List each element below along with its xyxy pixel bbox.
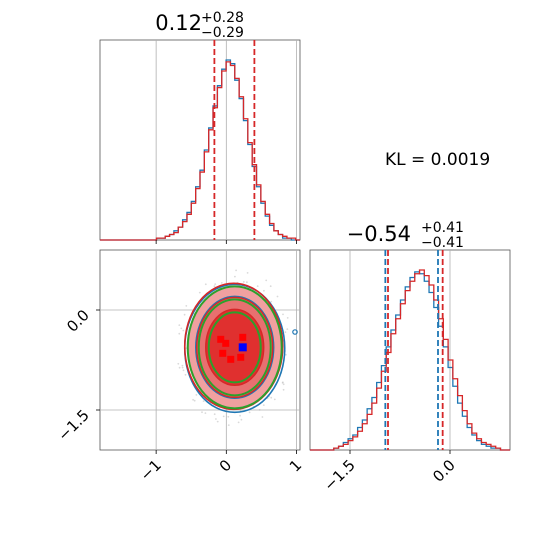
x-tick-param1: 0: [216, 456, 235, 475]
joint-scatter-point: [282, 313, 284, 316]
joint-scatter-point: [246, 272, 249, 274]
joint-scatter-point: [216, 420, 219, 423]
hist2-series-red: [310, 269, 510, 451]
joint-scatter-point: [213, 285, 216, 288]
joint-scatter-point: [239, 414, 242, 417]
joint-core-square: [239, 333, 247, 341]
joint-core-square: [222, 339, 230, 347]
joint-scatter-point: [178, 332, 181, 335]
hist1-title-minus: −0.29: [201, 25, 244, 41]
joint-core-square: [219, 349, 227, 357]
joint-scatter-point: [282, 388, 285, 391]
hist2-title-plus: +0.41: [421, 220, 464, 236]
joint-scatter-point: [240, 418, 243, 421]
joint-scatter-point: [182, 369, 185, 372]
joint-scatter-point: [227, 424, 230, 426]
joint-scatter-point: [195, 394, 198, 396]
joint-contour-red-outer: [183, 282, 284, 411]
joint-scatter-point: [198, 291, 201, 294]
joint-contour-red-mid: [196, 296, 274, 399]
joint-contour-green-mid: [197, 298, 272, 397]
joint-scatter-point: [234, 275, 236, 278]
joint-scatter-point: [270, 300, 273, 303]
joint-scatter-point: [180, 327, 183, 330]
joint-scatter-point: [265, 279, 268, 282]
hist1-title-plus: +0.28: [201, 10, 244, 26]
joint-fill-inner: [205, 309, 264, 386]
joint-scatter-point: [261, 416, 264, 418]
joint-scatter-point: [227, 415, 230, 418]
joint-scatter-point: [242, 281, 245, 283]
y-tick-param2: 0.0: [63, 306, 93, 336]
joint-scatter-point: [269, 285, 272, 288]
x-tick-param2: 0.0: [429, 456, 459, 486]
joint-contour-blue-mid: [195, 295, 275, 400]
joint-scatter-point: [185, 347, 188, 350]
joint-scatter-point: [276, 295, 279, 298]
joint-scatter-point: [178, 366, 181, 369]
joint-scatter-point: [282, 383, 285, 386]
joint-scatter-point: [273, 398, 276, 401]
joint-scatter-point: [181, 366, 184, 369]
joint-contours: [183, 282, 298, 414]
joint-scatter-point: [263, 289, 265, 292]
hist1-grid: [155, 40, 297, 240]
joint-scatter-point: [215, 418, 217, 420]
joint-scatter-point: [222, 415, 225, 418]
joint-scatter-point: [182, 329, 185, 332]
joint-scatter-point: [177, 362, 180, 365]
hist1-quantile-lines: [213, 40, 256, 240]
hist2-title: −0.54: [347, 222, 411, 246]
joint-scatter-point: [248, 411, 251, 414]
joint-scatter-point: [178, 324, 181, 326]
joint-outlier-point: [292, 329, 298, 335]
hist2-quantile-lines: [384, 250, 444, 450]
joint-core-square: [217, 335, 225, 343]
joint-contour-green-inner: [207, 311, 262, 384]
joint-scatter-point: [286, 317, 289, 319]
joint-scatter-point: [262, 404, 265, 406]
hist-panel-param2: −0.54 +0.41 −0.41: [309, 220, 511, 451]
x-tick-param1: 1: [286, 456, 305, 475]
joint-scatter-point: [185, 305, 188, 307]
kl-label: KL = 0.0019: [385, 150, 490, 170]
hist2-series-blue: [310, 271, 510, 451]
joint-contour-red-inner: [205, 308, 265, 387]
joint-scatter-point: [235, 269, 238, 272]
joint-core-square: [237, 353, 245, 361]
joint-scatter-point: [204, 283, 207, 286]
joint-panel: [99, 249, 301, 451]
y-tick-param2: −1.5: [54, 406, 92, 444]
joint-scatter-point: [237, 421, 240, 424]
joint-scatter-point: [256, 285, 259, 287]
joint-contour-green-outer: [186, 285, 283, 410]
hist2-title-minus: −0.41: [421, 235, 464, 251]
joint-scatter-point: [282, 381, 284, 384]
joint-scatter-point: [184, 373, 187, 376]
x-tick-param2: −1.5: [320, 456, 358, 494]
joint-scatter-point: [270, 396, 273, 399]
hist-panel-param1: 0.12 +0.28 −0.29: [99, 10, 301, 241]
joint-scatter-point: [204, 412, 207, 414]
joint-scatter-point: [183, 313, 186, 316]
joint-scatter-point: [202, 400, 205, 402]
joint-scatter-point: [220, 282, 223, 284]
joint-core-square: [227, 355, 235, 363]
joint-median-marker: [238, 343, 247, 352]
joint-scatter-point: [192, 398, 195, 401]
joint-scatter-point: [286, 328, 289, 330]
joint-scatter-point: [193, 399, 196, 402]
joint-scatter-point: [201, 411, 203, 414]
joint-scatter-point: [213, 413, 216, 416]
joint-scatter-point: [284, 331, 287, 334]
joint-scatter-point: [285, 353, 287, 356]
joint-scatter-point: [246, 281, 248, 284]
hist1-frame: [99, 39, 301, 241]
joint-scatter-point: [214, 283, 217, 285]
hist2-grid: [349, 250, 451, 450]
joint-scatter-point: [181, 364, 184, 367]
hist1-title: 0.12: [155, 11, 202, 35]
x-tick-param1: −1: [137, 456, 165, 484]
